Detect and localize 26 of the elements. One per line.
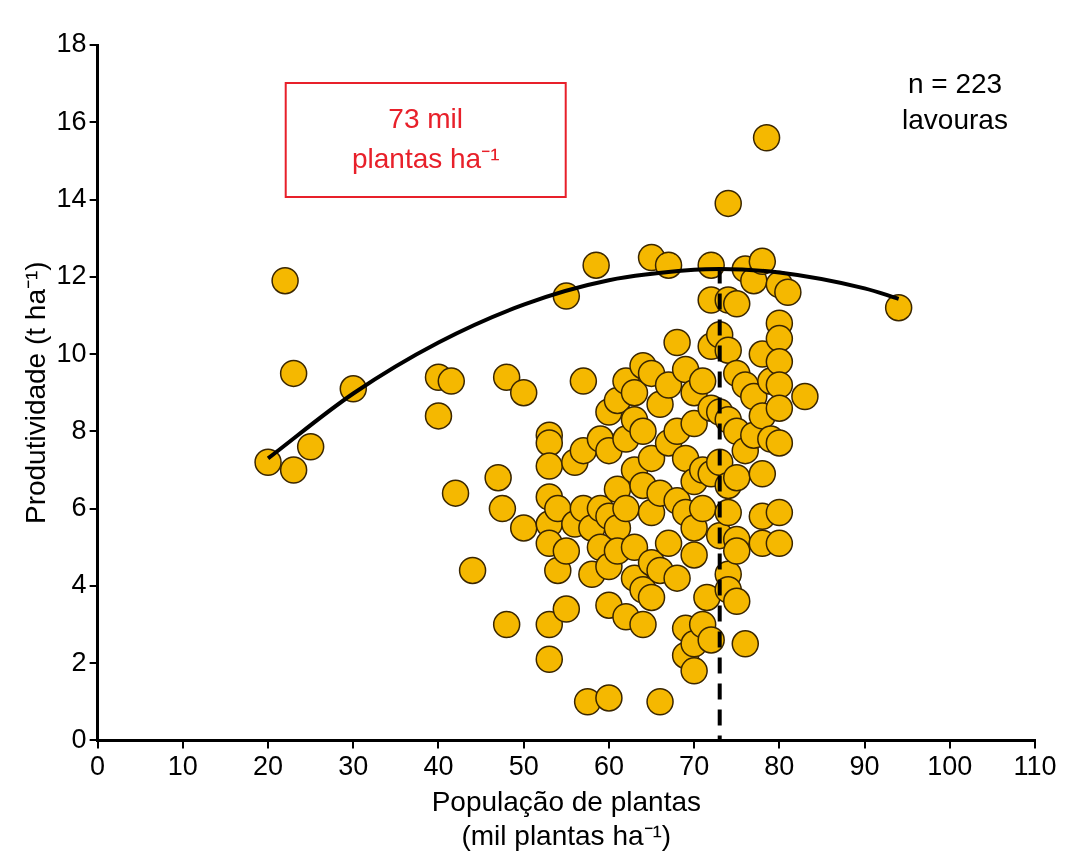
x-tick-label: 90 xyxy=(849,751,880,782)
y-tick-label: 4 xyxy=(71,569,87,600)
x-tick-label: 70 xyxy=(679,751,710,782)
x-tick-label: 60 xyxy=(593,751,624,782)
y-tick-label: 0 xyxy=(71,723,87,754)
y-tick-label: 2 xyxy=(71,646,87,677)
y-tick-label: 16 xyxy=(56,105,87,136)
x-tick-label: 40 xyxy=(423,751,454,782)
x-tick-label: 110 xyxy=(1013,751,1057,782)
y-axis-title: Produtividade (t ha⁻¹) xyxy=(19,261,51,525)
x-tick-label: 0 xyxy=(90,751,106,782)
x-tick-label: 80 xyxy=(764,751,795,782)
y-tick-label: 8 xyxy=(71,414,87,445)
y-tick-label: 14 xyxy=(56,182,87,213)
x-tick-label: 20 xyxy=(253,751,284,782)
x-tick-label: 50 xyxy=(508,751,539,782)
x-tick-label: 100 xyxy=(927,751,973,782)
y-tick-label: 6 xyxy=(71,492,87,523)
y-tick-label: 18 xyxy=(56,28,87,59)
annotation: n = 223 lavouras xyxy=(902,67,1008,135)
x-tick-label: 30 xyxy=(338,751,369,782)
x-tick-label: 10 xyxy=(167,751,198,782)
y-tick-label: 12 xyxy=(56,260,87,291)
y-tick-label: 10 xyxy=(56,337,87,368)
annotation: 73 mil plantas ha⁻¹ xyxy=(351,102,500,174)
x-axis-title: População de plantas (mil plantas ha⁻¹) xyxy=(431,786,701,851)
